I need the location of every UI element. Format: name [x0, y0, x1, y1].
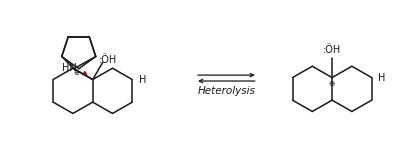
FancyArrowPatch shape [83, 72, 86, 74]
Text: Heterolysis: Heterolysis [197, 86, 255, 96]
Text: $\oplus$: $\oplus$ [328, 79, 336, 88]
Text: H: H [378, 73, 385, 83]
Text: :ÖH: :ÖH [98, 55, 117, 65]
Text: $\oplus$: $\oplus$ [73, 68, 80, 77]
Text: :ÖH: :ÖH [323, 45, 341, 55]
Text: HN: HN [62, 63, 77, 73]
Text: H: H [139, 74, 146, 85]
